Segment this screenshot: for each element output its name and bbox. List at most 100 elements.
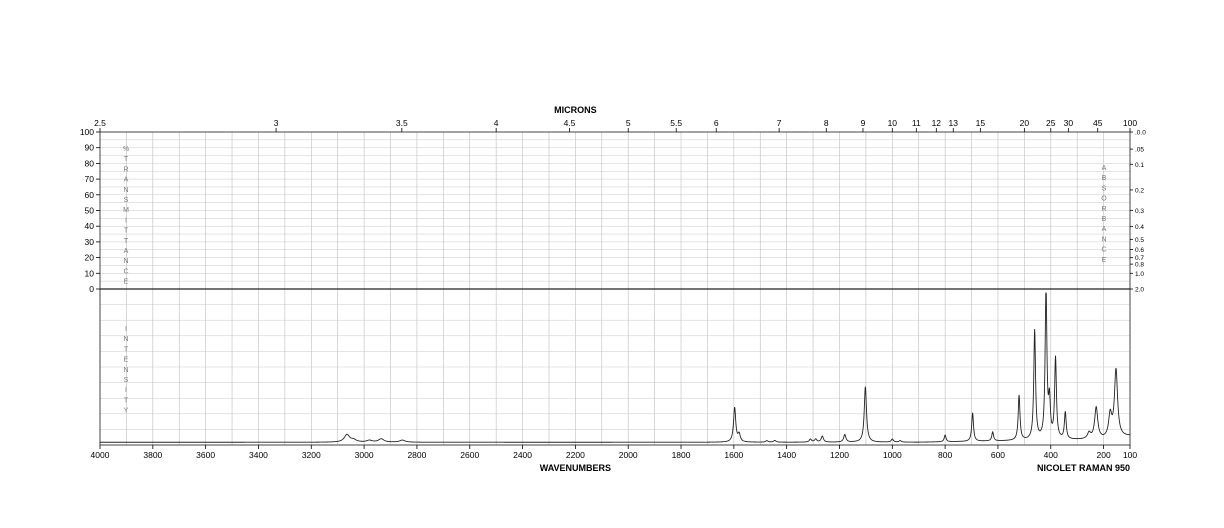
left-tick-label: 90: [85, 143, 95, 153]
intensity-letter: T: [124, 397, 129, 404]
top-tick-label: 5: [626, 118, 631, 128]
transmittance-letter: I: [125, 217, 127, 224]
left-tick-label: 60: [85, 190, 95, 200]
top-tick-label: 3: [274, 118, 279, 128]
top-tick-label: 100: [1123, 118, 1137, 128]
top-tick-label: 11: [912, 118, 921, 128]
bottom-tick-label: 1200: [830, 450, 849, 460]
top-tick-label: 12: [932, 118, 942, 128]
top-tick-label: 8: [824, 118, 829, 128]
right-tick-label: 0.2: [1135, 187, 1144, 194]
left-tick-label: 40: [85, 221, 95, 231]
absorbance-letter: A: [1102, 165, 1107, 172]
bottom-tick-label: 1000: [883, 450, 902, 460]
top-tick-label: 10: [888, 118, 898, 128]
top-tick-label: 5.5: [670, 118, 682, 128]
right-tick-label: .0.0: [1135, 130, 1146, 137]
top-tick-label: 20: [1020, 118, 1030, 128]
spectrum-trace: [100, 291, 1131, 443]
intensity-letter: T: [124, 346, 129, 353]
transmittance-letter: S: [124, 197, 129, 204]
bottom-tick-label: 2000: [619, 450, 638, 460]
left-tick-label: 20: [85, 253, 95, 263]
transmittance-letter: T: [124, 156, 129, 163]
absorbance-letter: N: [1101, 236, 1106, 243]
top-tick-label: 9: [861, 118, 866, 128]
right-tick-label: 0.4: [1135, 224, 1144, 231]
right-tick-label: 0.6: [1135, 247, 1144, 254]
transmittance-letter: %: [123, 146, 129, 153]
bottom-tick-label: 3000: [355, 450, 374, 460]
bottom-tick-label: 800: [938, 450, 952, 460]
top-tick-label: 45: [1093, 118, 1103, 128]
intensity-letter: Y: [124, 408, 129, 415]
bottom-tick-label: 2600: [460, 450, 479, 460]
absorbance-letter: A: [1102, 226, 1107, 233]
left-tick-label: 100: [80, 127, 94, 137]
absorbance-letter: E: [1102, 257, 1107, 264]
chart-axis-titles: MICRONS WAVENUMBERS NICOLET RAMAN 950: [540, 105, 1130, 473]
transmittance-letter: C: [123, 268, 128, 275]
absorbance-letter: O: [1101, 196, 1107, 203]
top-axis-title: MICRONS: [554, 105, 597, 115]
transmittance-letter: E: [124, 279, 129, 286]
bottom-tick-label: 600: [991, 450, 1005, 460]
top-tick-label: 4.5: [564, 118, 576, 128]
bottom-tick-label: 2200: [566, 450, 585, 460]
right-tick-label: 0.3: [1135, 208, 1144, 215]
intensity-letter: S: [124, 377, 129, 384]
absorbance-letter: B: [1102, 216, 1107, 223]
bottom-tick-label: 3600: [196, 450, 215, 460]
left-tick-label: 70: [85, 174, 95, 184]
top-tick-label: 3.5: [396, 118, 408, 128]
top-tick-label: 15: [976, 118, 986, 128]
bottom-tick-label: 200: [1096, 450, 1110, 460]
transmittance-letter: R: [123, 166, 128, 173]
intensity-letter: N: [123, 336, 128, 343]
right-tick-label: 0.7: [1135, 255, 1144, 262]
bottom-tick-label: 2400: [513, 450, 532, 460]
bottom-tick-label: 3400: [249, 450, 268, 460]
bottom-tick-label: 1600: [724, 450, 743, 460]
top-tick-label: 7: [777, 118, 782, 128]
transmittance-letter: M: [123, 207, 129, 214]
transmittance-letter: N: [123, 258, 128, 265]
right-tick-label: 0.5: [1135, 237, 1144, 244]
right-tick-label: 0.8: [1135, 262, 1144, 269]
left-tick-label: 80: [85, 158, 95, 168]
intensity-letter: I: [125, 326, 127, 333]
absorbance-letter: C: [1101, 247, 1106, 254]
absorbance-letter: S: [1102, 185, 1107, 192]
intensity-letter: E: [124, 357, 129, 364]
left-tick-label: 30: [85, 237, 95, 247]
transmittance-letter: T: [124, 228, 129, 235]
left-tick-label: 50: [85, 206, 95, 216]
absorbance-letter: R: [1101, 206, 1106, 213]
top-tick-label: 13: [949, 118, 959, 128]
top-tick-label: 6: [714, 118, 719, 128]
chart-tick-labels: 4000 3800 3600 3400 3200 3000 2800 2600 2400 2200…: [80, 118, 1146, 460]
bottom-tick-label: 1800: [672, 450, 691, 460]
transmittance-letter: N: [123, 187, 128, 194]
bottom-tick-label: 1400: [777, 450, 796, 460]
intensity-letter: I: [125, 387, 127, 394]
intensity-letter: N: [123, 367, 128, 374]
bottom-axis-title: WAVENUMBERS: [540, 463, 611, 473]
right-tick-label: 1.0: [1135, 271, 1144, 278]
right-tick-label: .05: [1135, 147, 1144, 154]
bottom-tick-label: 100: [1123, 450, 1137, 460]
transmittance-letter: A: [124, 177, 129, 184]
bottom-tick-label: 400: [1044, 450, 1058, 460]
bottom-tick-label: 2800: [407, 450, 426, 460]
bottom-tick-label: 4000: [91, 450, 110, 460]
instrument-label: NICOLET RAMAN 950: [1037, 463, 1130, 473]
right-tick-label: 0.1: [1135, 162, 1144, 169]
top-tick-label: 4: [494, 118, 499, 128]
left-tick-label: 0: [89, 284, 94, 294]
top-tick-label: 30: [1064, 118, 1074, 128]
chart-frame: [99, 131, 1131, 446]
transmittance-letter: T: [124, 238, 129, 245]
right-tick-label: 2.0: [1135, 287, 1144, 294]
